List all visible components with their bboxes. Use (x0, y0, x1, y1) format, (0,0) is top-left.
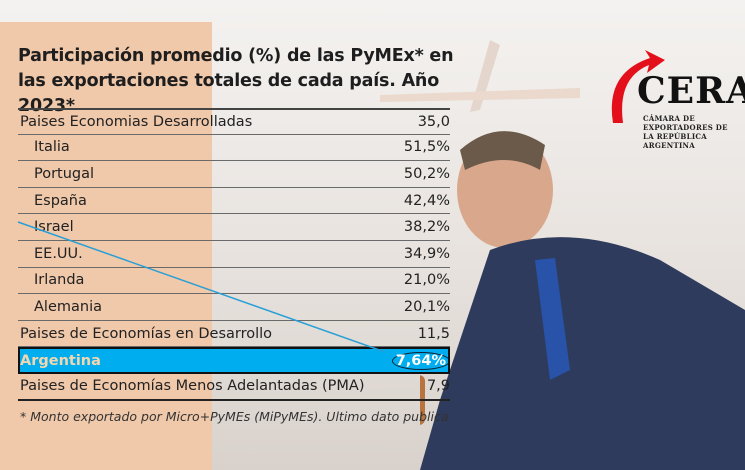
table-row: Irlanda 21,0% (18, 268, 450, 295)
row-label: Paises de Economías en Desarrollo (20, 325, 273, 342)
row-value: 50,2% (403, 165, 450, 182)
table-row: Alemania 20,1% (18, 294, 450, 321)
businessman-image (420, 131, 745, 470)
footnote: * Monto exportado por Micro+PyMEs (MiPyM… (20, 409, 449, 424)
row-label: EE.UU. (34, 245, 83, 262)
table-row: Paises Economias Desarrolladas 35,0 (18, 108, 450, 135)
arrow-logo-icon (611, 50, 665, 123)
row-label: Italia (34, 139, 70, 156)
data-table: Paises Economias Desarrolladas 35,0 Italia… (18, 108, 450, 401)
row-label: Paises de Economías Menos Adelantadas (P… (20, 378, 365, 395)
row-label: Israel (34, 219, 74, 236)
row-value: 7,9 (426, 378, 450, 395)
logo-name: CERA (637, 70, 745, 112)
row-value: 20,1% (403, 298, 450, 315)
row-label: Irlanda (34, 272, 85, 289)
table-row-highlight: Argentina 7,64% (18, 347, 450, 374)
airplane-image (380, 40, 580, 112)
row-value: 11,5 (417, 325, 450, 342)
row-label: España (34, 192, 87, 209)
row-label: Alemania (34, 298, 102, 315)
row-label: Portugal (34, 165, 95, 182)
table-row: España 42,4% (18, 188, 450, 215)
row-value: 51,5% (403, 139, 450, 156)
row-label: Argentina (20, 352, 101, 369)
row-value: 7,64% (391, 351, 448, 370)
table-row: Israel 38,2% (18, 214, 450, 241)
row-value: 21,0% (403, 272, 450, 289)
row-value: 42,4% (403, 192, 450, 209)
row-value: 38,2% (403, 219, 450, 236)
table-row: EE.UU. 34,9% (18, 241, 450, 268)
table-row: Paises de Economías en Desarrollo 11,5 (18, 321, 450, 348)
table-row: Paises de Economías Menos Adelantadas (P… (18, 374, 450, 401)
row-value: 35,0 (417, 113, 450, 130)
page-title: Participación promedio (%) de las PyMEx*… (18, 46, 454, 116)
cera-logo: CERA CÁMARA DE EXPORTADORES DE LA REPÚBL… (605, 48, 745, 150)
table-row: Italia 51,5% (18, 135, 450, 162)
row-value: 34,9% (403, 245, 450, 262)
logo-subtitle: CÁMARA DE EXPORTADORES DE LA REPÚBLICA A… (643, 114, 728, 150)
table-row: Portugal 50,2% (18, 161, 450, 188)
row-label: Paises Economias Desarrolladas (20, 113, 253, 130)
